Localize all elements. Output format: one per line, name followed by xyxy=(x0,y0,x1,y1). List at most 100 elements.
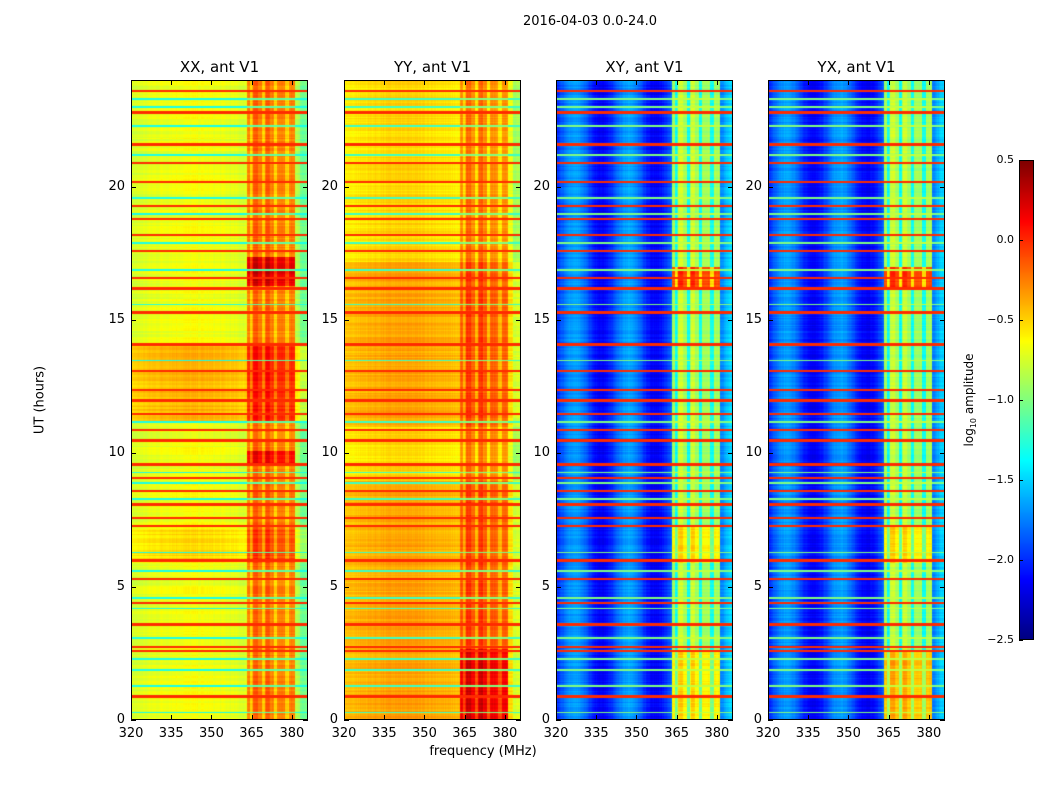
y-tick xyxy=(768,320,773,321)
y-tick xyxy=(516,720,521,721)
x-tick xyxy=(384,715,386,720)
y-tick-label: 5 xyxy=(541,578,550,594)
heatmap-panel-4: YX, ant V1 320 335 350 365 380 0 5 10 15 20 xyxy=(745,58,945,741)
y-tick xyxy=(768,186,773,188)
x-tick xyxy=(504,715,506,720)
y-tick-label: 0 xyxy=(116,712,125,727)
y-tick xyxy=(516,186,521,188)
x-tick xyxy=(808,715,810,720)
x-tick xyxy=(344,80,345,85)
x-tick-label: 350 xyxy=(412,726,437,741)
x-tick xyxy=(171,715,173,720)
x-tick-label: 365 xyxy=(452,726,478,741)
heatmap-panel-2: YY, ant V1 320 335 350 365 380 0 5 10 15 20 xyxy=(321,58,521,741)
x-tick-label: 365 xyxy=(664,726,690,741)
y-tick xyxy=(556,320,561,321)
x-tick xyxy=(676,715,678,720)
y-tick xyxy=(728,720,733,721)
x-tick-label: 320 xyxy=(543,726,569,741)
panel-title: XY, ant V1 xyxy=(605,58,684,76)
colorbar-tick xyxy=(1019,400,1023,401)
y-tick-label: 15 xyxy=(745,312,762,327)
x-tick-label: 380 xyxy=(492,726,518,741)
y-tick-label: 10 xyxy=(321,445,338,461)
x-tick-label: 350 xyxy=(836,726,861,741)
y-tick xyxy=(940,186,945,188)
y-tick xyxy=(728,453,733,455)
colorbar-tick xyxy=(1019,480,1023,481)
y-tick xyxy=(940,453,945,455)
y-tick xyxy=(516,320,521,321)
y-tick xyxy=(556,720,561,721)
x-tick xyxy=(636,80,638,85)
heatmap-image xyxy=(768,80,945,720)
y-tick xyxy=(768,453,773,455)
x-tick xyxy=(556,80,557,85)
x-tick-label: 320 xyxy=(331,726,357,741)
x-tick xyxy=(596,80,598,85)
x-tick xyxy=(171,80,173,85)
x-tick-label: 380 xyxy=(704,726,730,741)
y-tick xyxy=(728,320,733,321)
x-tick-label: 350 xyxy=(199,726,224,741)
x-tick xyxy=(768,80,769,85)
y-tick xyxy=(556,453,561,455)
x-tick-label: 350 xyxy=(624,726,649,741)
x-axis-label: frequency (MHz) xyxy=(429,744,537,759)
x-tick xyxy=(504,80,506,85)
y-tick xyxy=(556,186,561,188)
colorbar-tick-label: −0.5 xyxy=(987,313,1014,326)
y-tick xyxy=(728,586,733,588)
x-tick xyxy=(291,715,293,720)
x-tick xyxy=(424,80,426,85)
y-tick xyxy=(344,586,349,588)
x-tick xyxy=(848,715,850,720)
x-tick xyxy=(556,715,557,720)
y-tick-label: 15 xyxy=(533,312,550,327)
y-tick-label: 20 xyxy=(533,178,550,194)
x-tick xyxy=(636,715,638,720)
x-tick xyxy=(768,715,769,720)
heatmap-image xyxy=(344,80,521,720)
x-tick xyxy=(808,80,810,85)
x-tick xyxy=(211,715,213,720)
y-tick xyxy=(344,186,349,188)
y-tick-label: 0 xyxy=(541,712,550,727)
y-tick-label: 5 xyxy=(753,578,762,594)
y-tick xyxy=(940,320,945,321)
y-tick xyxy=(131,186,136,188)
y-tick-label: 0 xyxy=(753,712,762,727)
x-tick-label: 335 xyxy=(371,726,397,741)
y-tick-label: 0 xyxy=(329,712,338,727)
y-tick xyxy=(940,720,945,721)
x-tick-label: 320 xyxy=(118,726,144,741)
x-tick xyxy=(848,80,850,85)
x-tick xyxy=(131,715,132,720)
x-tick xyxy=(888,715,890,720)
y-tick xyxy=(303,186,308,188)
y-tick xyxy=(940,586,945,588)
heatmap-panel-1: XX, ant V1 320 335 350 365 380 0 5 10 15 20 xyxy=(108,58,308,741)
heatmap-image xyxy=(131,80,308,720)
x-tick xyxy=(888,80,890,85)
y-tick-label: 20 xyxy=(321,178,338,194)
y-tick-label: 10 xyxy=(745,445,762,461)
colorbar-tick xyxy=(1019,640,1023,641)
colorbar-tick-label: 0.0 xyxy=(996,233,1015,246)
x-tick xyxy=(211,80,213,85)
colorbar-tick-label: −1.0 xyxy=(987,393,1014,406)
y-tick-label: 20 xyxy=(745,178,762,194)
y-tick-label: 10 xyxy=(108,445,125,461)
y-tick-label: 5 xyxy=(116,578,125,594)
y-tick xyxy=(131,320,136,321)
colorbar-tick xyxy=(1019,240,1023,241)
x-tick xyxy=(716,715,718,720)
colorbar-tick-label: −2.5 xyxy=(987,633,1014,646)
y-tick xyxy=(768,720,773,721)
colorbar-tick-label: 0.5 xyxy=(996,153,1015,166)
x-tick-label: 365 xyxy=(239,726,265,741)
y-tick xyxy=(344,453,349,455)
x-tick xyxy=(464,715,466,720)
y-tick xyxy=(768,586,773,588)
